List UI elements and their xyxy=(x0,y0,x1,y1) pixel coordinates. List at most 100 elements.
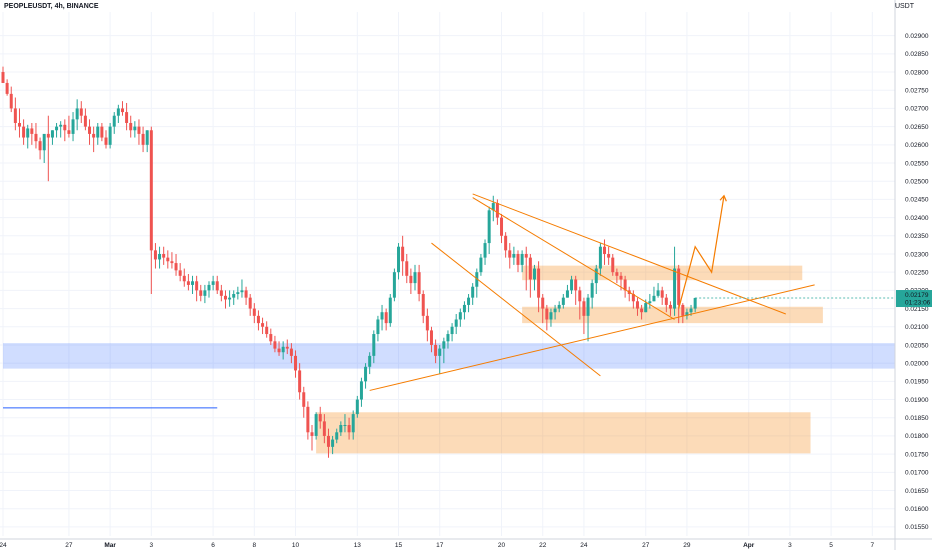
candle-body xyxy=(42,133,46,151)
candle-body xyxy=(145,130,149,145)
candle-body xyxy=(335,432,339,440)
candle-body xyxy=(446,334,450,342)
candle-body xyxy=(100,126,104,138)
candle-body xyxy=(491,203,495,211)
candle-body xyxy=(598,246,602,269)
candle-body xyxy=(520,253,524,265)
candle-body xyxy=(553,308,557,313)
candle-body xyxy=(471,286,475,298)
price-tick-label: 0.02300 xyxy=(905,251,929,258)
price-tick-label: 0.01600 xyxy=(905,506,929,513)
price-tick-label: 0.01800 xyxy=(905,433,929,440)
candle-body xyxy=(59,124,63,127)
candle-body xyxy=(660,290,664,298)
candle-body xyxy=(240,290,244,293)
candle-body xyxy=(79,108,83,116)
price-tick-label: 0.01650 xyxy=(905,488,929,495)
demand-zone-low xyxy=(316,412,811,454)
support-zone-blue xyxy=(3,343,895,369)
candle-body xyxy=(116,108,120,116)
candle-body xyxy=(339,425,343,433)
candle-body xyxy=(141,133,145,145)
candle-body xyxy=(50,130,54,138)
candle-body xyxy=(421,294,425,316)
candle-body xyxy=(343,425,347,427)
candle-body xyxy=(277,348,281,353)
candle-body xyxy=(310,432,314,436)
candle-body xyxy=(223,295,227,300)
price-tick-label: 0.02250 xyxy=(905,269,929,276)
candle-body xyxy=(372,334,376,356)
candle-body xyxy=(46,133,50,138)
time-tick-label: 29 xyxy=(683,542,691,549)
candle-body xyxy=(9,93,13,109)
price-tick-label: 0.02800 xyxy=(905,69,929,76)
price-tick-label: 0.02850 xyxy=(905,51,929,58)
candle-body xyxy=(462,304,466,313)
candle-body xyxy=(207,284,211,291)
candle-body xyxy=(67,130,71,134)
candle-body xyxy=(483,243,487,258)
time-tick-label: 6 xyxy=(211,542,215,549)
price-tick-label: 0.01750 xyxy=(905,451,929,458)
candle-body xyxy=(607,253,611,258)
candle-body xyxy=(537,268,541,298)
candle-body xyxy=(590,283,594,298)
candle-body xyxy=(384,312,388,324)
candle-body xyxy=(298,370,302,393)
candle-body xyxy=(516,253,520,265)
price-tick-label: 0.02600 xyxy=(905,142,929,149)
candle-body xyxy=(359,381,363,400)
candle-body xyxy=(648,301,652,304)
candle-body xyxy=(495,203,499,218)
candle-body xyxy=(388,297,392,324)
candle-body xyxy=(458,312,462,320)
candle-body xyxy=(578,290,582,302)
candle-body xyxy=(368,355,372,367)
candle-body xyxy=(376,319,380,335)
candle-body xyxy=(392,272,396,298)
candle-body xyxy=(532,268,536,280)
candle-body xyxy=(528,257,532,280)
candle-body xyxy=(199,290,203,296)
candle-body xyxy=(75,108,79,120)
time-tick-label: 5 xyxy=(829,542,833,549)
candle-body xyxy=(137,126,141,134)
price-tick-label: 0.02550 xyxy=(905,160,929,167)
time-tick-label: Apr xyxy=(743,542,755,549)
candle-body xyxy=(611,257,615,273)
candle-body xyxy=(178,270,182,276)
candle-body xyxy=(434,344,438,356)
candle-body xyxy=(236,292,240,295)
price-tick-label: 0.01550 xyxy=(905,524,929,531)
candles xyxy=(1,66,697,458)
candle-body xyxy=(125,112,129,123)
candle-body xyxy=(17,122,21,127)
candle-body xyxy=(228,297,232,300)
candle-body xyxy=(289,348,293,356)
candle-body xyxy=(186,281,190,285)
candle-body xyxy=(331,439,335,447)
candle-body xyxy=(326,435,330,447)
candle-body xyxy=(565,290,569,298)
candle-body xyxy=(174,263,178,271)
candle-body xyxy=(450,326,454,335)
candle-body xyxy=(108,126,112,145)
candle-body xyxy=(318,414,322,422)
candle-body xyxy=(355,399,359,415)
time-tick-label: 24 xyxy=(580,542,588,549)
candle-body xyxy=(244,290,248,298)
line-channel-lower xyxy=(431,242,601,377)
price-tick-label: 0.02050 xyxy=(905,342,929,349)
line-channel-upper xyxy=(472,197,675,320)
candle-body xyxy=(170,261,174,264)
candle-body xyxy=(162,253,166,258)
candle-body xyxy=(166,257,170,262)
zone-mid xyxy=(522,306,823,324)
price-tick-label: 0.02150 xyxy=(905,306,929,313)
candle-body xyxy=(409,275,413,284)
candle-body xyxy=(413,272,417,284)
candle-body xyxy=(615,272,619,276)
